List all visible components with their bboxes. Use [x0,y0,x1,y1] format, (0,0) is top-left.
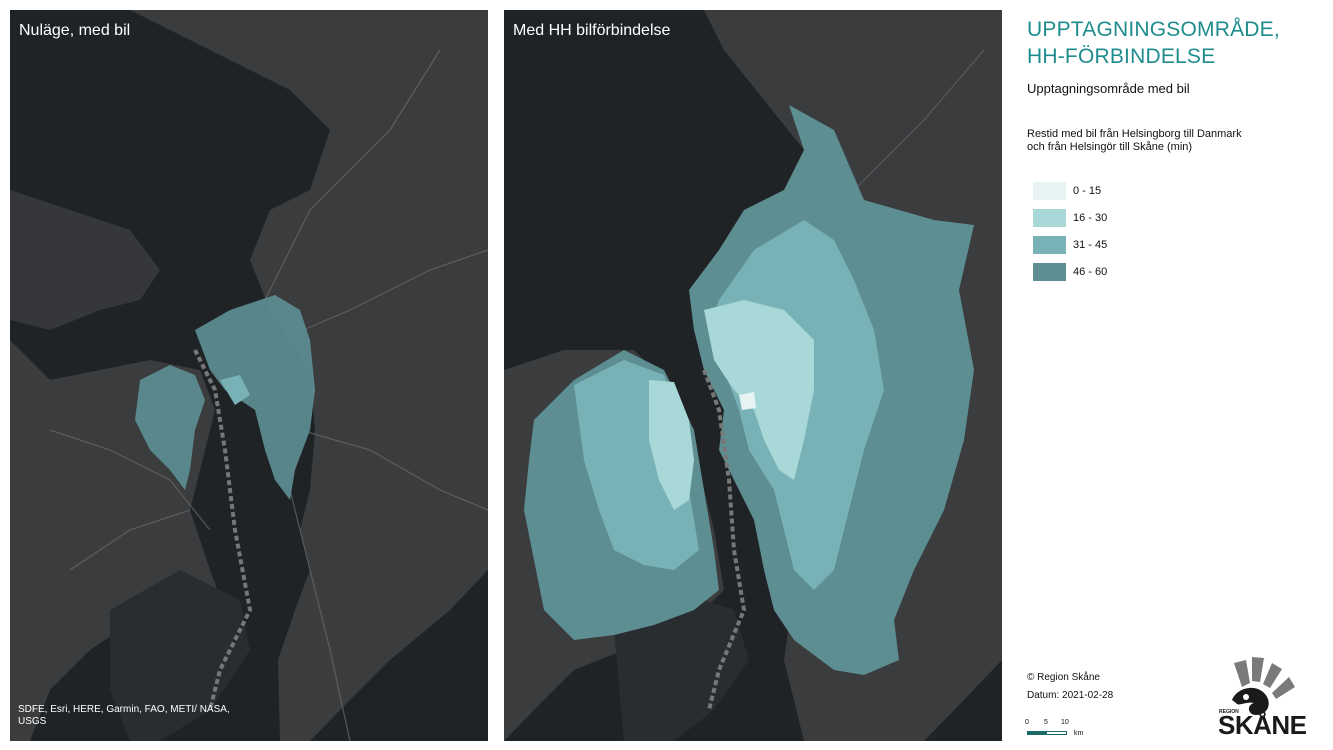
catchment-0-15 [739,392,756,410]
map-current[interactable]: Nuläge, med bil SDFE, Esri, HERE, Garmin… [10,10,488,741]
map-current-canvas [10,10,488,741]
catchment-danish-side [135,365,205,490]
scale-label: 10 [1061,719,1069,726]
land-ven [614,590,749,741]
legend-swatch [1033,208,1066,227]
catchment-core [220,375,250,405]
legend-item: 31 - 45 [1033,231,1107,258]
legend-label: 46 - 60 [1073,265,1108,278]
catchment-swedish-side [195,295,315,500]
scale-label: 0 [1025,719,1029,726]
map-with-hh-canvas [504,10,1002,741]
scale-bar: 0 5 10 km [1025,719,1095,741]
map-attribution: SDFE, Esri, HERE, Garmin, FAO, METI/ NAS… [18,704,230,727]
legend-item: 16 - 30 [1033,204,1107,231]
ferry-route [702,369,747,711]
legend-swatch [1033,181,1066,200]
legend-classes: 0 - 15 16 - 30 31 - 45 46 - 60 [1033,177,1107,285]
legend-label: 0 - 15 [1073,184,1102,197]
legend-swatch [1033,262,1066,281]
legend-item: 0 - 15 [1033,177,1107,204]
legend-title: UPPTAGNINGSOMRÅDE, HH-FÖRBINDELSE [1027,18,1280,68]
scale-label: 5 [1044,719,1048,726]
ferry-route [193,349,253,711]
scale-unit: km [1074,730,1084,737]
legend-item: 46 - 60 [1033,258,1107,285]
catchment-16-30-dk [649,380,694,510]
land-denmark-north [10,190,160,330]
region-skane-logo-icon [1232,657,1295,715]
legend-label: 16 - 30 [1073,211,1108,224]
map-with-hh[interactable]: Med HH bilförbindelse [504,10,1002,741]
legend-label: 31 - 45 [1073,238,1108,251]
legend-swatch [1033,235,1066,254]
legend-subtitle: Upptagningsområde med bil [1027,81,1190,96]
copyright: © Region Skåne [1027,672,1100,683]
scale-bar-graphic [1027,731,1067,735]
land-ven [110,570,250,741]
date: Datum: 2021-02-28 [1027,690,1114,701]
land-sweden [130,10,488,741]
catchment-16-30 [704,300,814,480]
map-with-hh-title: Med HH bilförbindelse [513,22,671,39]
logo-region-text: REGION [1219,709,1239,715]
roads [49,49,488,741]
map-current-title: Nuläge, med bil [19,22,131,39]
legend-description: Restid med bil från Helsingborg till Dan… [1027,128,1242,153]
logo-name: SKÅNE [1218,710,1307,740]
